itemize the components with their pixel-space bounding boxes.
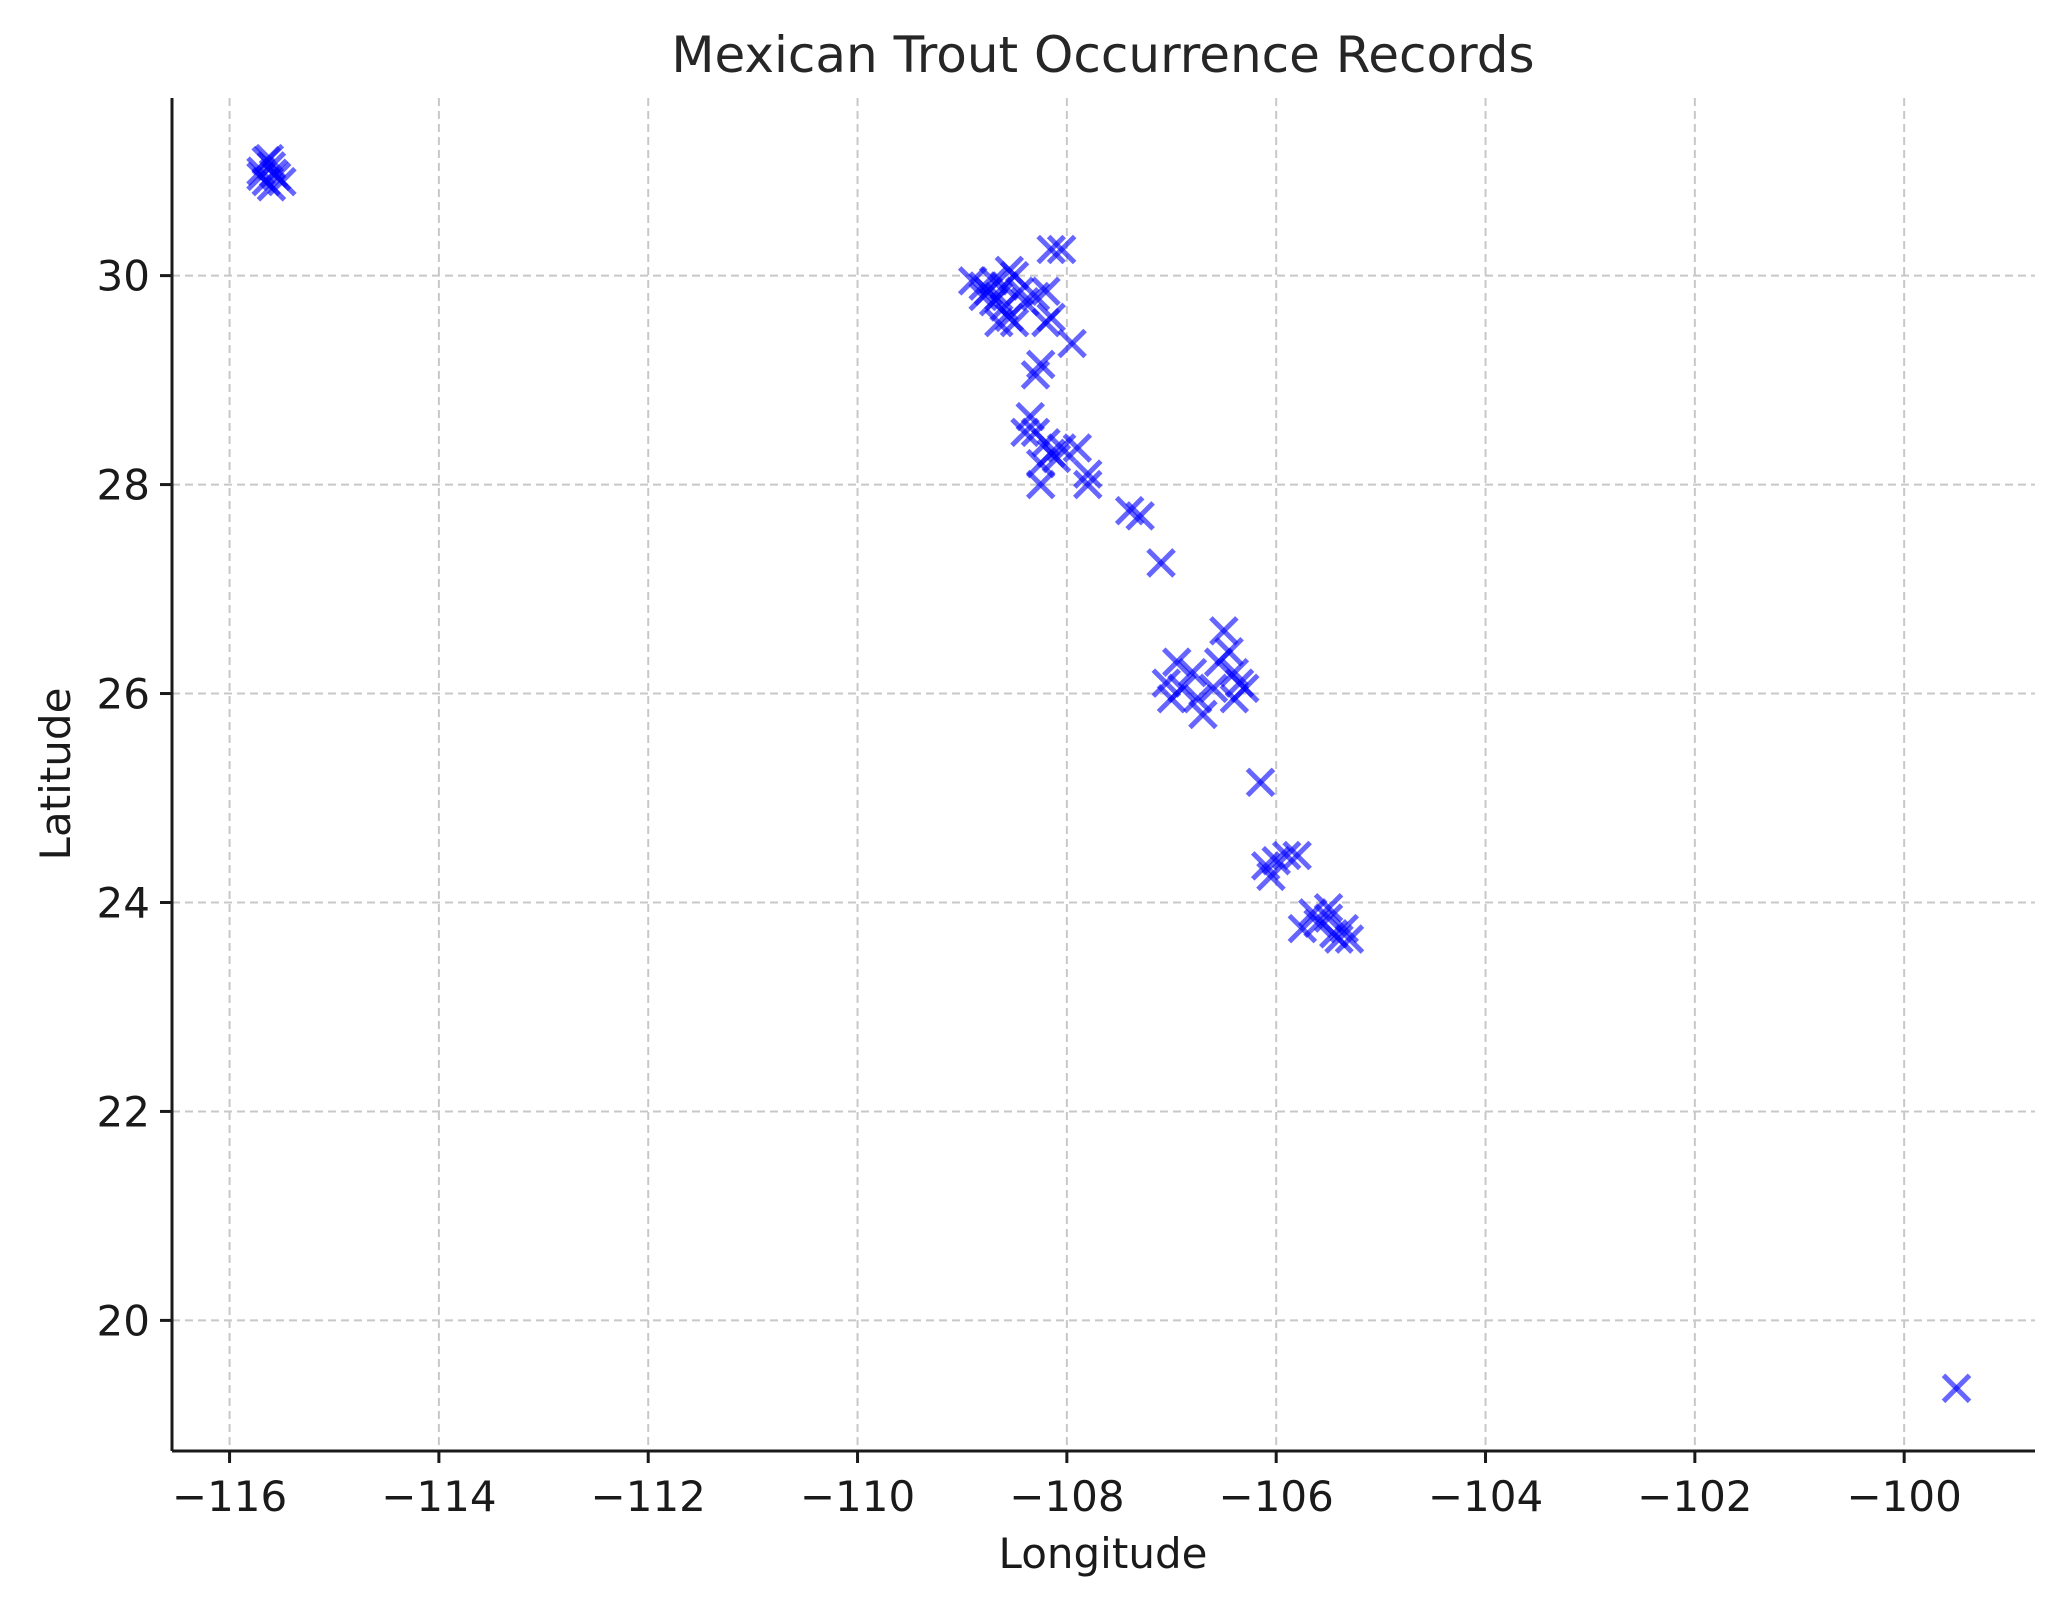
- x-tick-label: −114: [381, 1472, 496, 1521]
- data-point-marker: [1245, 767, 1276, 798]
- data-point-marker: [1073, 459, 1103, 489]
- chart-title: Mexican Trout Occurrence Records: [671, 26, 1534, 84]
- data-point-marker: [1073, 469, 1103, 500]
- y-tick-label: 24: [97, 878, 150, 927]
- data-point-marker: [1271, 840, 1302, 871]
- x-tick-label: −100: [1846, 1472, 1961, 1521]
- marker-layer: [246, 143, 1972, 1404]
- data-point-marker: [1230, 673, 1260, 704]
- data-point-marker: [1334, 924, 1365, 954]
- data-point-marker: [1031, 276, 1061, 307]
- data-point-marker: [1036, 234, 1066, 265]
- x-tick-label: −106: [1219, 1472, 1334, 1521]
- data-point-marker: [1209, 616, 1239, 646]
- data-point-marker: [1025, 349, 1056, 380]
- x-tick-label: −108: [1009, 1472, 1124, 1521]
- tick-layer: −116 −114 −112 −110 −108 −106 −104 −102 −100 20 22…: [97, 252, 1962, 1521]
- data-point-marker: [1057, 328, 1087, 359]
- x-tick-label: −110: [800, 1472, 915, 1521]
- data-point-marker: [1282, 840, 1312, 871]
- data-point-marker: [1062, 433, 1093, 463]
- data-point-marker: [1010, 417, 1040, 448]
- data-point-marker: [1025, 469, 1056, 500]
- x-tick-label: −102: [1637, 1472, 1752, 1521]
- y-tick-label: 22: [97, 1087, 150, 1136]
- x-tick-label: −116: [172, 1472, 287, 1521]
- data-point-marker: [1198, 673, 1229, 704]
- data-point-marker: [258, 158, 289, 188]
- data-point-marker: [1188, 699, 1218, 730]
- data-point-marker: [1287, 913, 1318, 944]
- x-tick-label: −112: [591, 1472, 706, 1521]
- data-point-marker: [984, 307, 1014, 338]
- data-point-marker: [1203, 647, 1234, 677]
- x-axis-label: Longitude: [999, 1529, 1208, 1578]
- y-tick-label: 20: [97, 1296, 150, 1345]
- y-axis-label: Latitude: [31, 688, 80, 861]
- y-tick-label: 30: [97, 252, 150, 301]
- data-point-marker: [1125, 501, 1155, 531]
- data-point-marker: [1161, 647, 1192, 677]
- y-tick-label: 28: [97, 461, 150, 510]
- data-point-marker: [1146, 548, 1176, 578]
- axis-layer: [170, 98, 2035, 1453]
- data-point-marker: [978, 286, 1009, 317]
- data-point-marker: [1313, 892, 1344, 923]
- data-point-marker: [1177, 657, 1208, 688]
- data-point-marker: [1941, 1373, 1972, 1404]
- data-point-marker: [1167, 673, 1197, 704]
- data-point-marker: [1256, 861, 1286, 892]
- grid-layer: [172, 98, 2035, 1451]
- data-point-marker: [1182, 683, 1213, 714]
- x-tick-label: −104: [1428, 1472, 1543, 1521]
- data-point-marker: [1151, 668, 1182, 698]
- y-tick-label: 26: [97, 670, 150, 719]
- data-point-marker: [1031, 307, 1061, 338]
- data-point-marker: [1015, 401, 1046, 432]
- data-point-marker: [1046, 234, 1077, 265]
